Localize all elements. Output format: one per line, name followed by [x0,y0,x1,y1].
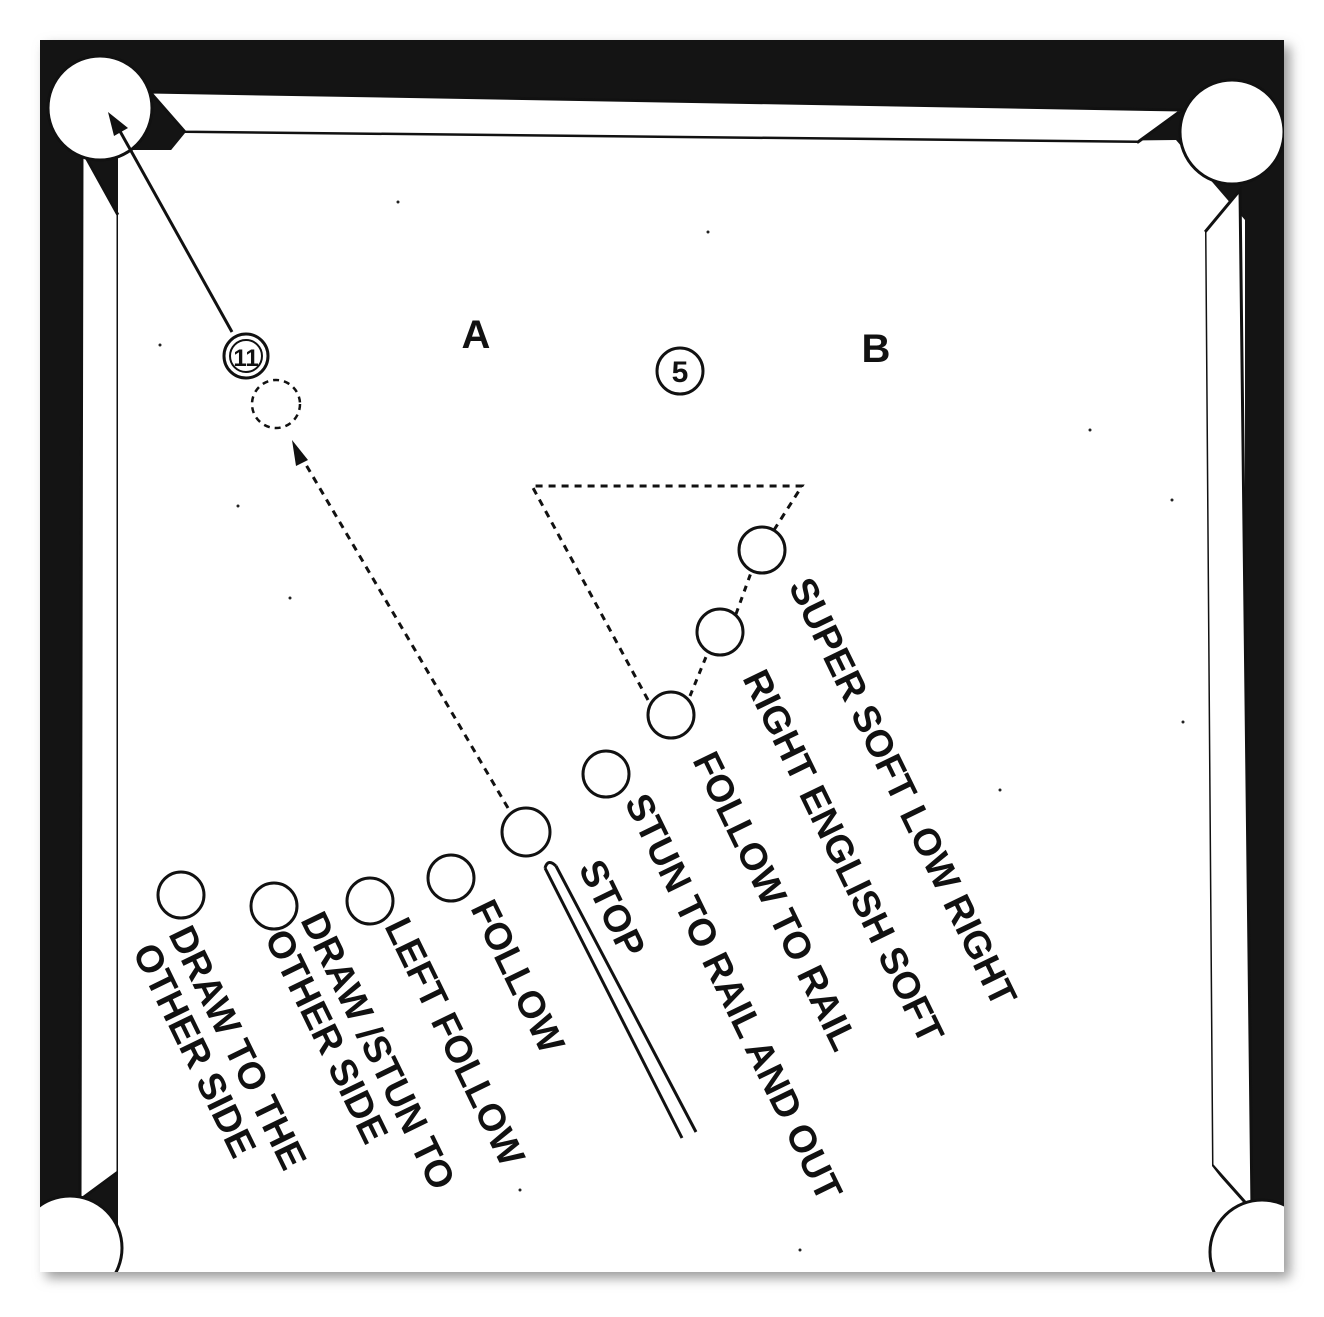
label-a: A [462,313,491,357]
cue-ball-positions [156,525,787,931]
object-ball-5: 5 [655,346,705,396]
top-cushion [146,90,1187,144]
pos-ball-8 [695,607,745,657]
pocket-top-right [1178,78,1284,186]
pos-ball-2 [249,881,299,931]
cue-ball-arrowhead [292,440,308,466]
pos-ball-5 [500,806,552,858]
ball-11-path [114,123,234,333]
label-b: B [862,327,891,371]
rebound-link-1 [688,651,710,697]
pos-ball-1 [156,870,206,920]
right-cushion [1203,185,1254,1214]
cue-stick [543,861,698,1139]
ball-11-arrowhead [108,112,128,136]
pos-ball-3 [345,876,395,926]
ball-11-number: 11 [233,345,258,372]
ball-5-number: 5 [672,356,689,389]
rebound-path [529,484,805,701]
pos-ball-9 [737,525,787,575]
cue-ball-path [300,457,510,809]
ghost-ball [250,378,302,430]
rebound-link-2 [734,569,754,615]
print-speckles [158,200,1185,1252]
pocket-bottom-right [1208,1198,1284,1272]
left-cushion [78,144,120,1203]
pocket-bottom-left [40,1194,124,1272]
pocket-top-left [46,54,154,162]
object-ball-11: 11 [222,332,270,380]
pos-ball-6 [581,749,631,799]
pos-ball-4 [426,853,476,903]
pos-ball-7 [646,690,696,740]
